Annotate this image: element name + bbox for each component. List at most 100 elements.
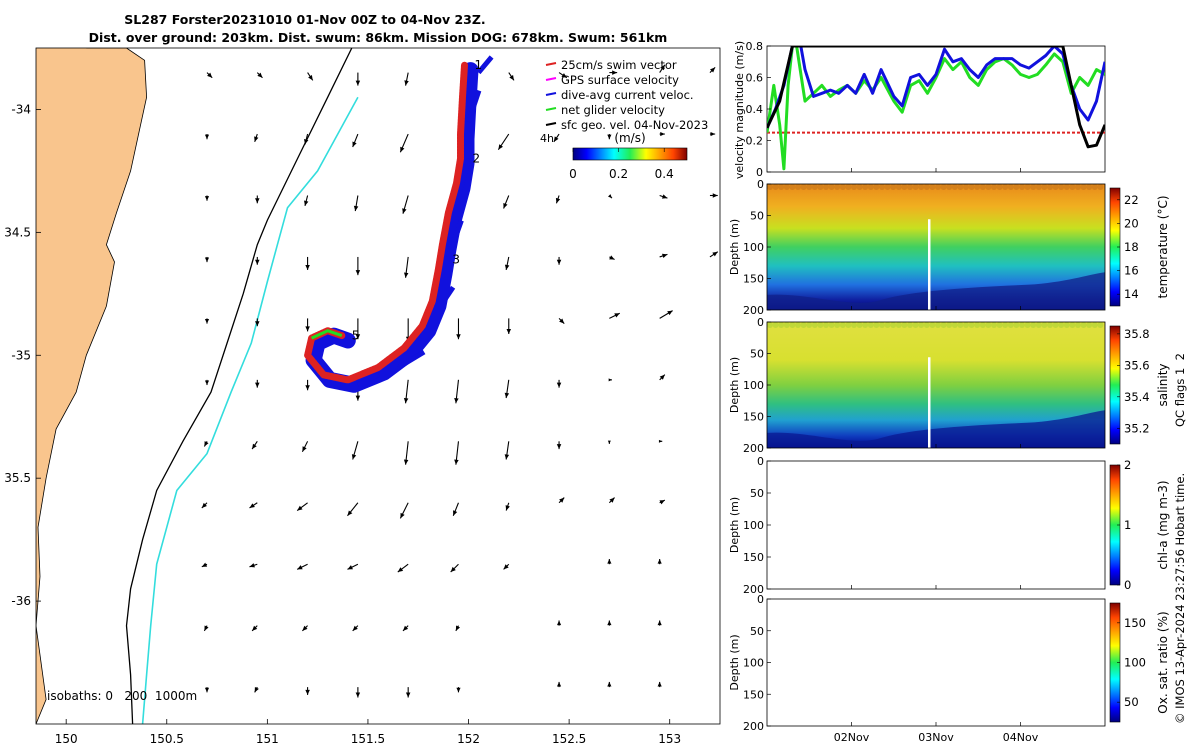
map-y-tick-label: 35.5 bbox=[4, 471, 31, 485]
geo-vector-head bbox=[304, 139, 309, 145]
colorbar-tick-label: 22 bbox=[1124, 193, 1139, 207]
geo-vector bbox=[608, 378, 612, 382]
depth-axis-label: Depth (m) bbox=[728, 634, 741, 690]
geo-vector bbox=[204, 256, 210, 263]
geo-vector-head bbox=[351, 454, 357, 460]
geo-vector bbox=[351, 441, 359, 460]
current-vector bbox=[430, 285, 456, 320]
map-x-tick-label: 151.5 bbox=[351, 732, 385, 746]
salinity-profile-cap bbox=[935, 322, 941, 328]
geo-vector bbox=[305, 256, 310, 270]
geo-vector-head bbox=[305, 689, 310, 695]
geo-vector-head bbox=[402, 208, 407, 214]
temperature-profile-cap bbox=[895, 184, 902, 190]
salinity-profile-cap bbox=[1075, 322, 1081, 328]
temperature-profile-cap bbox=[996, 184, 1003, 190]
salinity-profile-cap bbox=[823, 322, 829, 328]
geo-vector bbox=[249, 563, 258, 568]
geo-vector bbox=[203, 625, 209, 632]
salinity-profile-cap bbox=[1047, 322, 1053, 328]
temperature-profile-cap bbox=[1097, 184, 1104, 190]
geo-vector-head bbox=[352, 625, 358, 631]
temperature-profile-cap bbox=[901, 184, 908, 190]
salinity-profile-cap bbox=[895, 322, 902, 328]
depth-tick-label: 200 bbox=[743, 583, 764, 596]
geo-vector bbox=[503, 195, 510, 209]
geo-vector bbox=[609, 70, 618, 75]
velocity-series-line bbox=[767, 46, 1105, 149]
depth-tick-label: 100 bbox=[743, 241, 764, 254]
colorbar-tick-label: 18 bbox=[1124, 240, 1139, 254]
temperature-profile-cap bbox=[1035, 184, 1042, 190]
temperature-profile-cap bbox=[929, 184, 936, 190]
geo-vector bbox=[657, 559, 662, 565]
waypoint-label: 5 bbox=[352, 329, 360, 343]
temperature-profile-cap bbox=[912, 184, 919, 190]
map-y-tick-label: -36 bbox=[11, 594, 31, 608]
geo-vector-head bbox=[355, 334, 361, 340]
geo-vector bbox=[556, 681, 562, 688]
geo-vector bbox=[255, 318, 260, 327]
geo-vector bbox=[305, 379, 310, 391]
geo-vector-head bbox=[249, 563, 255, 568]
geo-vector bbox=[455, 625, 461, 632]
geo-vector-head bbox=[404, 80, 409, 86]
geo-vector-head bbox=[305, 326, 310, 332]
geo-vector bbox=[452, 502, 459, 516]
geo-vector-head bbox=[561, 73, 567, 78]
geo-vector-head bbox=[347, 565, 353, 570]
waypoint-label: 2 bbox=[472, 152, 480, 166]
temperature-profile-cap bbox=[935, 184, 941, 190]
map-ocean bbox=[36, 48, 720, 724]
map-y-tick-label: 34.5 bbox=[4, 225, 31, 239]
geo-vector bbox=[201, 502, 208, 509]
geo-vector bbox=[403, 379, 409, 404]
depth-axis-label: Depth (m) bbox=[728, 219, 741, 275]
colorbar-tick-label: 35.8 bbox=[1124, 327, 1150, 341]
geo-vector-head bbox=[204, 134, 210, 140]
salinity-profile-cap bbox=[828, 322, 835, 328]
geo-vector-head bbox=[254, 136, 259, 142]
land-area bbox=[36, 48, 147, 724]
velocity-series-group bbox=[767, 46, 1105, 171]
geo-vector-head bbox=[450, 566, 456, 573]
salinity-profile-cap bbox=[901, 322, 908, 328]
colorbar-tick-label: 150 bbox=[1124, 616, 1146, 630]
salinity-profile-cap bbox=[929, 322, 936, 328]
geo-vector bbox=[204, 687, 210, 693]
salinity-profile-cap bbox=[811, 322, 818, 328]
geo-vector bbox=[454, 441, 460, 465]
velocity-y-tick-label: 0.2 bbox=[746, 135, 764, 148]
salinity-profile-cap bbox=[1019, 322, 1025, 328]
temperature-profile-cap bbox=[1002, 184, 1009, 190]
geo-vector bbox=[556, 256, 562, 265]
chla-colorbar-label: chl-a (mg m-3) bbox=[1156, 480, 1170, 569]
temperature-profile-cap bbox=[839, 184, 846, 190]
geo-vector-head bbox=[204, 441, 209, 447]
geo-vector-head bbox=[607, 134, 612, 140]
legend-label: net glider velocity bbox=[561, 103, 665, 117]
geo-vector bbox=[201, 562, 208, 568]
geo-vector-head bbox=[608, 378, 612, 382]
geo-vector-head bbox=[556, 681, 562, 687]
temperature-profile-cap bbox=[806, 184, 813, 190]
salinity-profile-cap bbox=[767, 322, 773, 328]
temperature-profile-cap bbox=[1024, 184, 1031, 190]
salinity-profile-cap bbox=[974, 322, 981, 328]
salinity-profile-cap bbox=[800, 322, 807, 328]
map-x-tick-label: 151 bbox=[256, 732, 279, 746]
temperature-profile-cap bbox=[918, 184, 925, 190]
geo-vector bbox=[508, 72, 515, 81]
geo-vector-head bbox=[201, 502, 207, 508]
geo-vector-head bbox=[657, 559, 662, 564]
time-tick-label: 03Nov bbox=[918, 731, 954, 744]
colorbar-unit-label: (m/s) bbox=[614, 131, 645, 145]
geo-vector-head bbox=[661, 253, 668, 259]
salinity-profile-cap bbox=[912, 322, 919, 328]
map-x-tick-label: 153 bbox=[658, 732, 681, 746]
salinity-profile-cap bbox=[923, 322, 930, 328]
geo-vector-head bbox=[607, 440, 611, 444]
